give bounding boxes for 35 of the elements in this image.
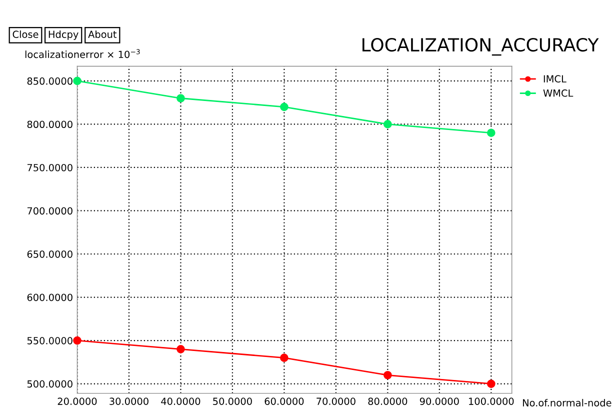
point bbox=[73, 336, 82, 345]
point bbox=[384, 120, 392, 128]
legend-label: WMCL bbox=[543, 89, 574, 97]
y-tick-label: 550.0000 bbox=[27, 337, 72, 344]
text: About bbox=[88, 30, 117, 38]
x-tick-label: 60.0000 bbox=[264, 398, 304, 405]
text: Close bbox=[12, 30, 38, 38]
y-tick-label: 600.0000 bbox=[27, 294, 72, 302]
x-tick-label: 80.0000 bbox=[368, 398, 408, 405]
x-tick-label: 90.0000 bbox=[420, 398, 459, 405]
point bbox=[486, 128, 496, 138]
x-tick-label: 30.0000 bbox=[110, 398, 148, 405]
y-tick-label: 750.0000 bbox=[27, 164, 72, 172]
y-tick-label: 800.0000 bbox=[27, 120, 72, 128]
x-axis-title: No.of.normal-node bbox=[522, 398, 612, 406]
point bbox=[73, 76, 82, 86]
y-tick-label: 700.0000 bbox=[27, 207, 72, 215]
point bbox=[176, 94, 185, 102]
x-tick-label: 50.0000 bbox=[213, 398, 252, 405]
point bbox=[280, 354, 288, 362]
y-axis-title: localizationerror × 10$^{−3}$ bbox=[25, 49, 140, 58]
legend-label: IMCL bbox=[544, 75, 566, 83]
x-tick-label: 40.0000 bbox=[161, 398, 200, 405]
y-tick-label: 500.0000 bbox=[27, 380, 72, 388]
point bbox=[176, 345, 185, 354]
point bbox=[280, 102, 288, 112]
y-tick-label: 850.0000 bbox=[27, 77, 72, 85]
x-tick-label: 100.0000 bbox=[469, 398, 514, 405]
chart-title: LOCALIZATION_ACCURACY bbox=[362, 38, 599, 56]
x-tick-label: 70.0000 bbox=[316, 398, 356, 405]
point bbox=[384, 370, 392, 380]
text: Hdcpy bbox=[48, 30, 78, 40]
x-tick-label: 20.0000 bbox=[58, 398, 97, 405]
point bbox=[486, 380, 496, 388]
y-tick-label: 650.0000 bbox=[27, 250, 72, 258]
